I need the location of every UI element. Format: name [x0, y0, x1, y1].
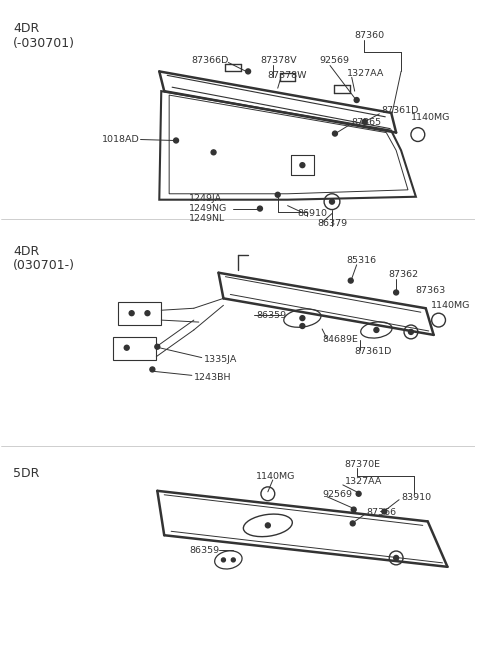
Text: 87363: 87363 — [416, 286, 446, 295]
Text: 86379: 86379 — [317, 219, 348, 228]
Text: 87361D: 87361D — [355, 347, 392, 356]
Circle shape — [350, 521, 355, 526]
Circle shape — [354, 98, 359, 102]
Circle shape — [275, 193, 280, 197]
Circle shape — [211, 150, 216, 155]
Text: 1140MG: 1140MG — [411, 113, 450, 122]
Text: 4DR: 4DR — [13, 22, 39, 35]
Text: (030701-): (030701-) — [13, 259, 75, 272]
Text: 87362: 87362 — [388, 271, 419, 279]
Circle shape — [231, 558, 235, 562]
Text: 1243BH: 1243BH — [194, 373, 231, 382]
Circle shape — [257, 206, 263, 211]
Text: 87366D: 87366D — [192, 56, 229, 65]
Circle shape — [174, 138, 179, 143]
Circle shape — [145, 310, 150, 316]
Text: 1018AD: 1018AD — [102, 135, 140, 144]
Text: 87360: 87360 — [355, 31, 385, 41]
Circle shape — [330, 199, 335, 204]
Text: 92569: 92569 — [319, 56, 349, 65]
Circle shape — [300, 316, 305, 320]
Circle shape — [333, 131, 337, 136]
Circle shape — [124, 345, 129, 350]
Circle shape — [408, 329, 413, 335]
Text: 87378W: 87378W — [268, 71, 307, 80]
Text: 87370E: 87370E — [345, 460, 381, 469]
Text: 84689E: 84689E — [322, 335, 358, 345]
Text: 1249NL: 1249NL — [189, 214, 225, 223]
Text: 87361D: 87361D — [381, 106, 419, 115]
Text: 1327AA: 1327AA — [347, 69, 384, 78]
Circle shape — [155, 345, 160, 349]
Text: 87366: 87366 — [367, 508, 396, 517]
Circle shape — [221, 558, 226, 562]
Text: 92569: 92569 — [322, 491, 352, 499]
Text: 1249NG: 1249NG — [189, 204, 227, 213]
Text: 1140MG: 1140MG — [431, 301, 470, 310]
Circle shape — [246, 69, 251, 74]
Text: 86359: 86359 — [256, 310, 286, 320]
Circle shape — [300, 324, 305, 329]
Text: 1327AA: 1327AA — [345, 477, 382, 487]
Circle shape — [150, 367, 155, 372]
Text: 87378V: 87378V — [260, 56, 297, 65]
Circle shape — [382, 509, 387, 514]
Circle shape — [362, 119, 367, 124]
Text: 1335JA: 1335JA — [204, 355, 237, 364]
Circle shape — [356, 491, 361, 496]
Circle shape — [394, 290, 398, 295]
Text: 86910: 86910 — [298, 209, 327, 218]
Circle shape — [351, 507, 356, 512]
Text: (-030701): (-030701) — [13, 37, 75, 50]
Circle shape — [265, 523, 270, 528]
Text: 5DR: 5DR — [13, 466, 40, 479]
Text: 4DR: 4DR — [13, 244, 39, 257]
Text: 85316: 85316 — [347, 256, 377, 265]
Text: 1140MG: 1140MG — [256, 472, 295, 481]
Circle shape — [348, 278, 353, 283]
Circle shape — [300, 162, 305, 168]
Circle shape — [394, 555, 398, 561]
Circle shape — [374, 328, 379, 333]
Text: 83910: 83910 — [401, 493, 431, 502]
Text: 1249JA: 1249JA — [189, 195, 222, 203]
Text: 86359: 86359 — [189, 546, 219, 555]
Text: 87365: 87365 — [352, 118, 382, 127]
Circle shape — [129, 310, 134, 316]
